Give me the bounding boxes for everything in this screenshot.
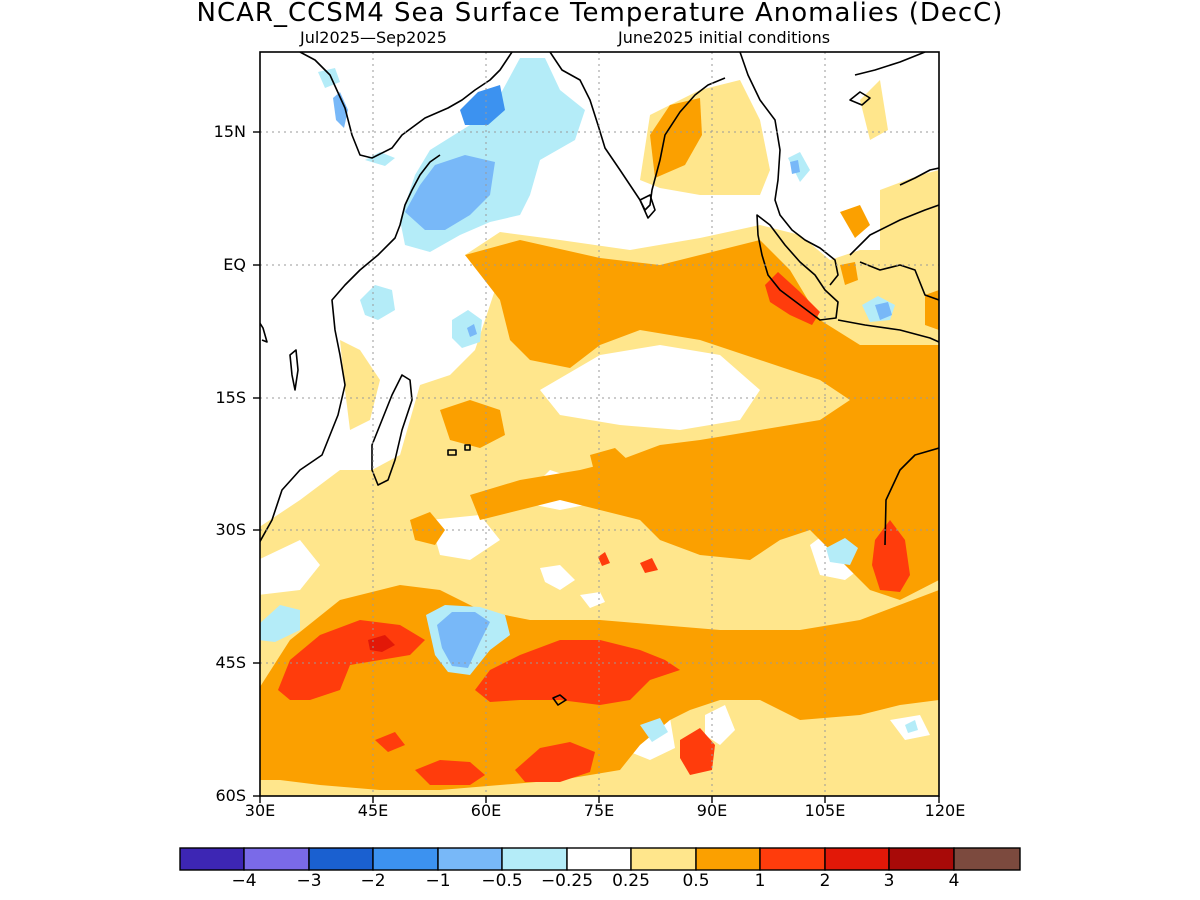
coastlines <box>260 52 939 706</box>
colorbar-label: 0.25 <box>612 871 650 891</box>
colorbar-swatch <box>759 847 826 871</box>
colorbar-label: −2 <box>360 871 386 891</box>
colorbar-label: −4 <box>231 871 257 891</box>
lon-label-30e: 30E <box>244 801 276 820</box>
lat-label-15s: 15S <box>215 388 246 407</box>
lat-label-30s: 30S <box>215 520 246 539</box>
colorbar-swatch <box>888 847 955 871</box>
colorbar <box>179 847 1021 871</box>
colorbar-swatch <box>372 847 439 871</box>
colorbar-label: −0.5 <box>481 871 523 891</box>
lon-label-120e: 120E <box>924 801 966 820</box>
grid-lines <box>260 52 939 796</box>
anomaly-dark-red-patch <box>368 635 395 652</box>
colorbar-swatch <box>308 847 374 871</box>
anomaly-light-blue-regions <box>333 92 892 668</box>
lon-label-75e: 75E <box>583 801 615 820</box>
colorbar-swatch <box>501 847 568 871</box>
lon-label-45e: 45E <box>357 801 389 820</box>
colorbar-swatch <box>953 847 1021 871</box>
colorbar-swatch <box>824 847 890 871</box>
anomaly-blue-regions <box>460 85 505 125</box>
colorbar-label: 1 <box>754 871 766 891</box>
colorbar-swatch <box>630 847 697 871</box>
colorbar-swatch <box>437 847 503 871</box>
colorbar-swatch <box>695 847 761 871</box>
colorbar-swatch <box>243 847 310 871</box>
colorbar-label: −0.25 <box>540 871 594 891</box>
colorbar-label: 2 <box>819 871 831 891</box>
map-title: NCAR_CCSM4 Sea Surface Temperature Anoma… <box>196 0 1004 28</box>
colorbar-label: −3 <box>296 871 322 891</box>
lat-label-45s: 45S <box>215 653 246 672</box>
forecast-period: Jul2025—Sep2025 <box>300 28 447 47</box>
lat-label-15n: 15N <box>213 122 246 141</box>
lat-label-60s: 60S <box>215 786 246 805</box>
lon-label-60e: 60E <box>470 801 502 820</box>
lon-label-105e: 105E <box>804 801 846 820</box>
lon-label-90e: 90E <box>696 801 728 820</box>
colorbar-label: 0.5 <box>682 871 710 891</box>
colorbar-swatch <box>179 847 245 871</box>
colorbar-label: −1 <box>425 871 451 891</box>
initial-conditions-label: June2025 initial conditions <box>618 28 831 47</box>
colorbar-swatch <box>566 847 632 871</box>
axis-ticks <box>253 131 940 803</box>
colorbar-label: 4 <box>948 871 960 891</box>
colorbar-label: 3 <box>883 871 895 891</box>
lat-label-eq: EQ <box>223 255 246 274</box>
